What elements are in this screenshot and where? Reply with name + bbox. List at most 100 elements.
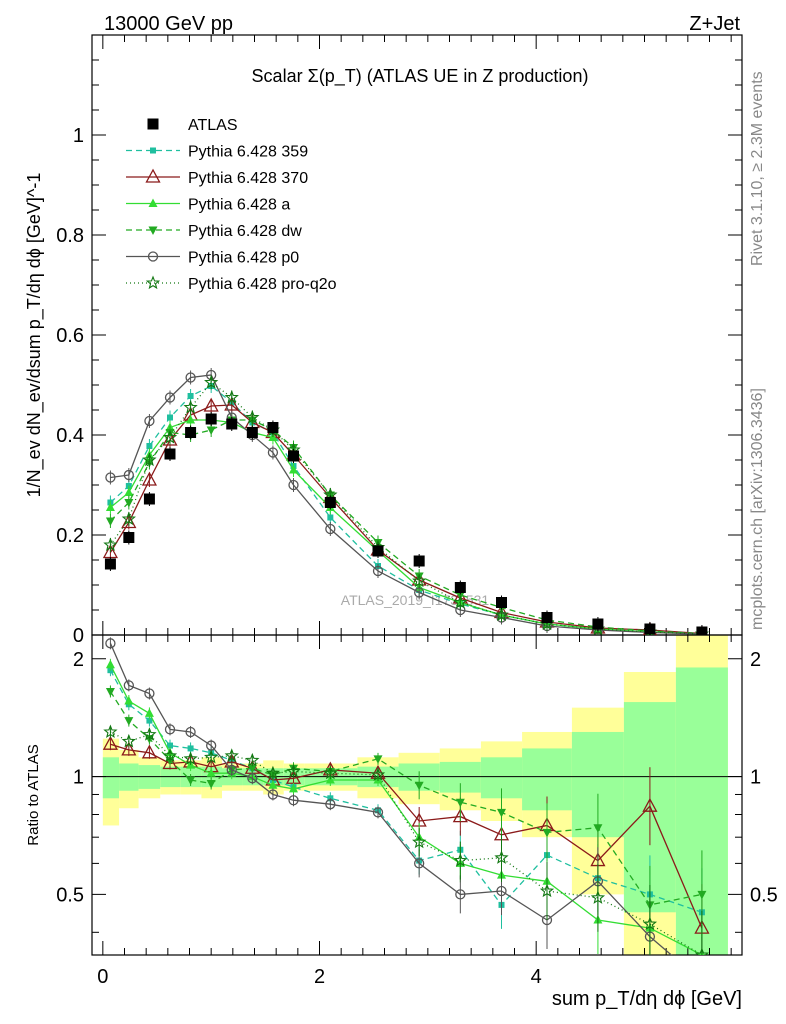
data-point-atlas (454, 582, 466, 593)
ratio-tick-label: 1 (750, 767, 761, 789)
ratio-point-pythia-6-428-dw (542, 828, 552, 838)
legend-label-pythia-6-428-359: Pythia 6.428 359 (188, 144, 308, 161)
legend-entry-pythia-6-428-370: Pythia 6.428 370 (126, 168, 308, 187)
legend-entry-pythia-6-428-pro-q2o: Pythia 6.428 pro-q2o (126, 275, 337, 293)
ratio-point-pythia-6-428-pro-q2o (204, 749, 219, 764)
rivet-version-label: Rivet 3.1.10, ≥ 2.3M events (749, 71, 766, 266)
ratio-point-pythia-6-428-dw (105, 687, 115, 697)
data-point-atlas (246, 427, 258, 438)
data-point-atlas (696, 626, 708, 635)
ratio-point-pythia-6-428-370 (452, 808, 468, 823)
ratio-point-pythia-6-428-a (144, 708, 154, 717)
data-point-pythia-6-428-a (105, 502, 115, 511)
data-point-pythia-6-428-p0 (123, 469, 134, 481)
ratio-point-pythia-6-428-pro-q2o (453, 853, 468, 867)
ratio-point-pythia-6-428-pro-q2o (224, 748, 239, 762)
data-point-atlas (541, 612, 553, 623)
data-point-atlas (267, 422, 279, 433)
data-point-pythia-6-428-pro-q2o (142, 452, 157, 467)
data-point-atlas (592, 618, 604, 630)
axis-ticks: 00.20.40.60.810.5 0.51 12 20 2 4 (56, 34, 778, 988)
series-atlas (104, 412, 708, 635)
ratio-point-pythia-6-428-359 (167, 742, 173, 749)
header-process-label: Z+Jet (689, 13, 740, 35)
ratio-band-inner (102, 757, 120, 799)
ratio-point-pythia-6-428-pro-q2o (183, 751, 198, 765)
legend-label-atlas: ATLAS (188, 117, 238, 134)
y-axis-label: 1/N_ev dN_ev/dsum p_T/dη dϕ [GeV]^-1 (24, 173, 45, 498)
ratio-point-pythia-6-428-pro-q2o (370, 767, 386, 781)
ratio-point-pythia-6-428-pro-q2o (286, 764, 301, 778)
ratio-point-pythia-6-428-dw (414, 781, 424, 791)
data-point-pythia-6-428-pro-q2o (162, 429, 178, 444)
ratio-point-pythia-6-428-dw (497, 808, 506, 818)
y-tick-label: 1 (73, 125, 84, 147)
ratio-point-pythia-6-428-pro-q2o (265, 765, 281, 780)
data-point-pythia-6-428-a (186, 415, 196, 424)
y-tick-label: 0.8 (56, 225, 84, 247)
header-energy-label: 13000 GeV pp (104, 13, 233, 35)
ratio-point-pythia-6-428-pro-q2o (103, 724, 118, 739)
data-point-atlas (226, 418, 238, 430)
legend-label-pythia-6-428-p0: Pythia 6.428 p0 (188, 250, 299, 267)
ratio-point-pythia-6-428-a (124, 695, 134, 705)
legend-marker-pythia-6-428-dw (148, 226, 158, 235)
ratio-point-pythia-6-428-pro-q2o (162, 748, 178, 762)
ratio-point-pythia-6-428-dw (206, 780, 216, 789)
legend-entry-pythia-6-428-p0: Pythia 6.428 p0 (126, 250, 299, 267)
ratio-point-pythia-6-428-p0 (496, 885, 507, 897)
data-point-atlas (123, 532, 135, 543)
data-point-atlas (205, 413, 217, 425)
data-point-pythia-6-428-p0 (288, 479, 299, 491)
data-point-pythia-6-428-370 (141, 471, 158, 486)
data-point-atlas (143, 493, 155, 505)
ratio-point-pythia-6-428-pro-q2o (642, 916, 658, 931)
data-point-pythia-6-428-pro-q2o (412, 573, 427, 588)
data-point-atlas (324, 497, 336, 508)
ratio-point-pythia-6-428-370 (121, 741, 137, 756)
ratio-point-pythia-6-428-dw (124, 717, 134, 726)
ratio-point-pythia-6-428-p0 (123, 680, 134, 691)
legend-label-pythia-6-428-a: Pythia 6.428 a (188, 197, 290, 214)
legend-marker-pythia-6-428-370 (145, 168, 161, 183)
data-point-pythia-6-428-dw (124, 499, 134, 508)
ratio-tick-label: 1 (73, 767, 84, 789)
x-tick-label: 4 (531, 966, 542, 988)
x-axis-label: sum p_T/dη dϕ [GeV] (552, 988, 742, 1010)
data-point-pythia-6-428-p0 (267, 447, 279, 458)
ratio-point-pythia-6-428-pro-q2o (590, 890, 606, 904)
ratio-tick-label: 0.5 (56, 884, 84, 906)
y-tick-label: 0.2 (56, 525, 84, 547)
ratio-point-pythia-6-428-p0 (455, 889, 466, 900)
legend-entry-atlas: ATLAS (147, 117, 238, 134)
ratio-point-pythia-6-428-dw (593, 824, 603, 833)
data-point-pythia-6-428-pro-q2o (494, 607, 509, 622)
ratio-point-pythia-6-428-dw (373, 755, 383, 764)
analysis-watermark: ATLAS_2019_I1736531 (341, 592, 490, 608)
ratio-plot-series (102, 637, 710, 955)
data-point-pythia-6-428-370 (203, 397, 219, 412)
legend-entry-pythia-6-428-a: Pythia 6.428 a (126, 197, 290, 214)
ratio-point-pythia-6-428-pro-q2o (121, 733, 136, 748)
legend-label-pythia-6-428-370: Pythia 6.428 370 (188, 170, 308, 187)
data-point-pythia-6-428-pro-q2o (121, 511, 136, 526)
ratio-point-pythia-6-428-370 (642, 797, 658, 812)
ratio-plot-frame (91, 634, 743, 956)
ratio-point-pythia-6-428-a (289, 783, 298, 793)
data-point-pythia-6-428-pro-q2o (453, 594, 468, 609)
data-point-atlas (288, 450, 299, 462)
data-point-pythia-6-428-p0 (144, 415, 155, 427)
ratio-point-pythia-6-428-pro-q2o (494, 850, 509, 864)
data-point-atlas (104, 558, 116, 570)
ratio-point-pythia-6-428-p0 (226, 764, 237, 776)
data-point-pythia-6-428-a (289, 465, 298, 474)
ratio-point-pythia-6-428-a (105, 659, 115, 669)
ratio-point-pythia-6-428-p0 (164, 724, 176, 735)
chart-title: Scalar Σ(p_T) (ATLAS UE in Z production) (252, 66, 589, 87)
x-tick-label: 0 (97, 966, 108, 988)
y-tick-label: 0 (73, 625, 84, 647)
data-point-atlas (413, 555, 425, 567)
ratio-point-pythia-6-428-370 (102, 735, 119, 750)
data-point-pythia-6-428-359 (327, 514, 334, 521)
